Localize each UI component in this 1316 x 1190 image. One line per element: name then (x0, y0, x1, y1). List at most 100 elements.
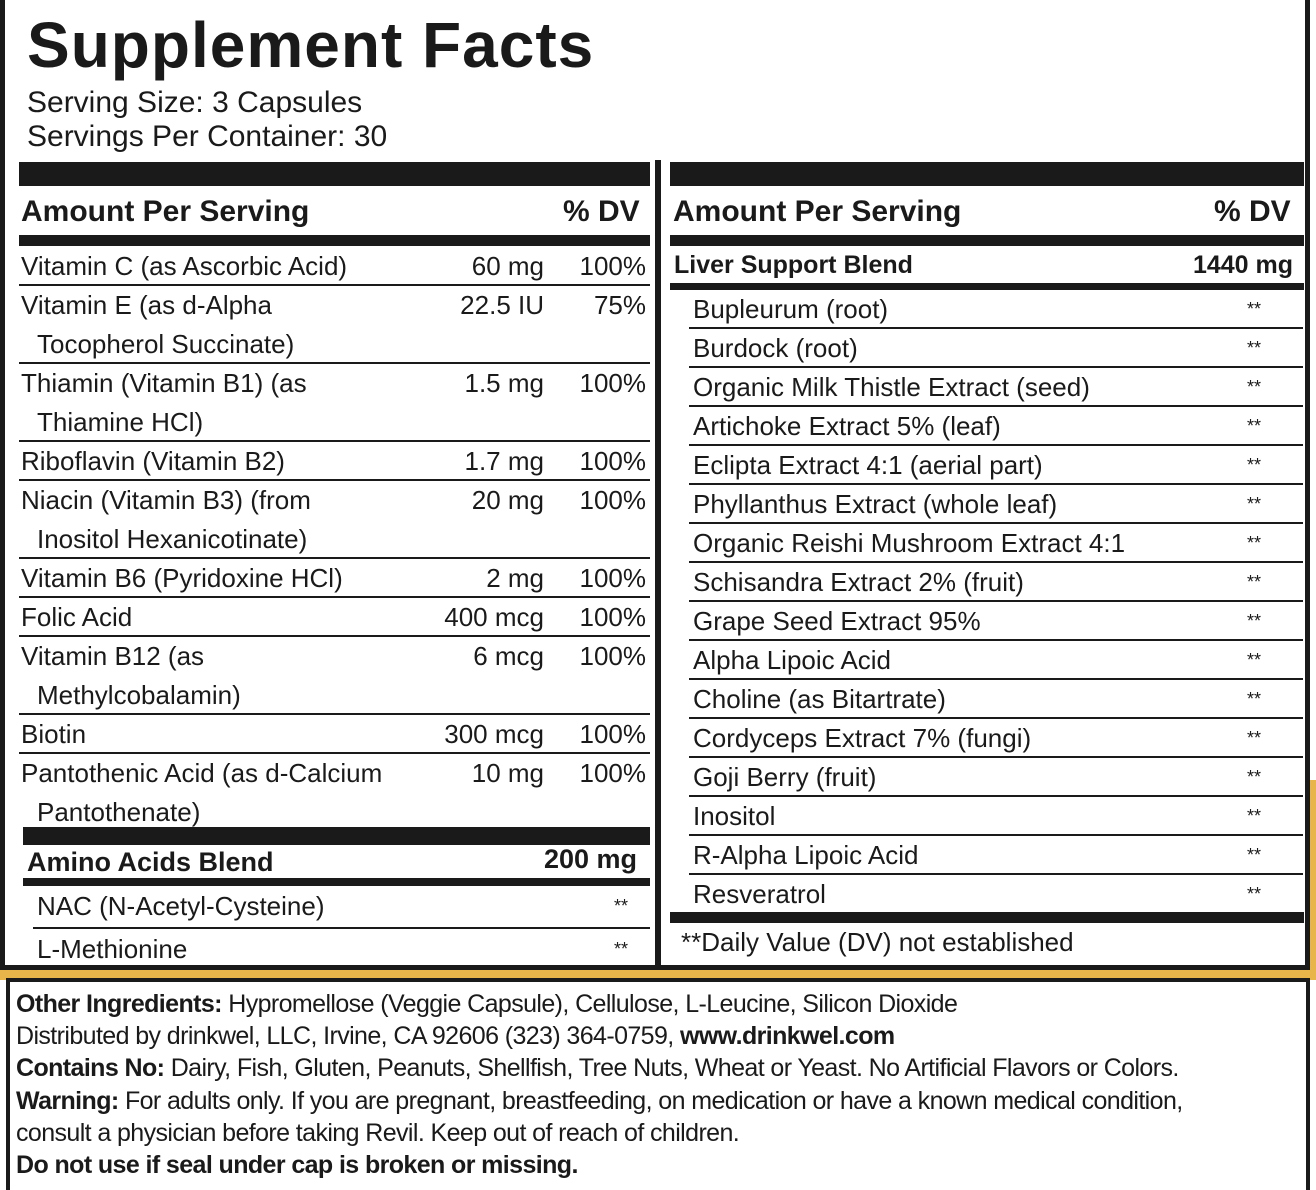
nutrient-name: Niacin (Vitamin B3) (from (21, 485, 311, 515)
divider-bar (23, 878, 650, 886)
ingredient-dv: ** (1246, 806, 1261, 826)
ingredient-name: Phyllanthus Extract (whole leaf) (693, 489, 1058, 519)
nutrient-amount: 10 mg (471, 758, 544, 788)
nutrient-name-cont: Thiamine HCl) (37, 407, 204, 437)
distributor: Distributed by drinkwel, LLC, Irvine, CA… (16, 1022, 895, 1051)
ingredient-dv: ** (1246, 299, 1261, 319)
vitamin-list: Vitamin C (as Ascorbic Acid) 60 mg 100% Vit… (19, 247, 650, 832)
liver-blend-list: Bupleurum (root) ** Burdock (root) ** Organi… (689, 290, 1303, 914)
blend-amount: 200 mg (543, 844, 637, 874)
ingredient-dv: ** (1246, 572, 1261, 592)
nutrient-dv: 100% (579, 485, 647, 515)
ingredient-row: Alpha Lipoic Acid ** (689, 641, 1303, 680)
ingredient-dv: ** (1246, 377, 1261, 397)
nutrient-row: Riboflavin (Vitamin B2) 1.7 mg 100% (19, 442, 650, 481)
ingredient-dv: ** (1246, 689, 1261, 709)
ingredient-dv: ** (1246, 338, 1261, 358)
allergen-warning: Contains No: Dairy, Fish, Gluten, Peanut… (16, 1054, 1183, 1147)
amount-header: Amount Per Serving (673, 195, 962, 228)
ingredient-row: R-Alpha Lipoic Acid ** (689, 836, 1303, 875)
divider-bar (670, 283, 1304, 290)
divider-bar (670, 912, 1304, 923)
ingredient-row: Organic Reishi Mushroom Extract 4:1 ** (689, 524, 1303, 563)
ingredient-name: Choline (as Bitartrate) (693, 684, 946, 714)
divider-bar (19, 162, 650, 186)
ingredient-name: R-Alpha Lipoic Acid (693, 840, 919, 870)
footnote: **Daily Value (DV) not established (681, 927, 1074, 957)
servings-per-container: Servings Per Container: 30 (27, 120, 388, 153)
ingredient-name: Goji Berry (fruit) (693, 762, 877, 792)
ingredient-name: Organic Reishi Mushroom Extract 4:1 (693, 528, 1126, 558)
ingredient-name: Organic Milk Thistle Extract (seed) (693, 372, 1090, 402)
ingredient-row: Goji Berry (fruit) ** (689, 758, 1303, 797)
ingredient-name: Resveratrol (693, 879, 826, 909)
ingredient-dv: ** (1246, 455, 1261, 475)
nutrient-row: Niacin (Vitamin B3) (from Inositol Hexani… (19, 481, 650, 559)
divider-bar (23, 827, 650, 845)
nutrient-amount: 2 mg (486, 563, 544, 593)
nutrient-row: Vitamin C (as Ascorbic Acid) 60 mg 100% (19, 247, 650, 286)
column-divider (655, 160, 661, 966)
ingredients-panel: Other Ingredients: Hypromellose (Veggie … (6, 978, 1310, 1190)
nutrient-amount: 300 mcg (444, 719, 544, 749)
nutrient-dv: 100% (579, 758, 647, 788)
other-ingredients: Other Ingredients: Hypromellose (Veggie … (16, 990, 958, 1018)
ingredient-name: Eclipta Extract 4:1 (aerial part) (693, 450, 1043, 480)
ingredient-name: L-Methionine (37, 934, 188, 964)
nutrient-name: Thiamin (Vitamin B1) (as (21, 368, 307, 398)
ingredient-row: Phyllanthus Extract (whole leaf) ** (689, 485, 1303, 524)
ingredient-row: Organic Milk Thistle Extract (seed) ** (689, 368, 1303, 407)
seal-warning: Do not use if seal under cap is broken o… (16, 1151, 578, 1180)
ingredient-dv: ** (1246, 611, 1261, 631)
nutrient-name: Folic Acid (21, 602, 133, 632)
nutrient-row: Pantothenic Acid (as d-Calcium Pantothena… (19, 754, 650, 832)
nutrient-amount: 1.7 mg (464, 446, 545, 476)
dv-header: % DV (563, 195, 640, 228)
nutrient-row: Biotin 300 mcg 100% (19, 715, 650, 754)
website-link[interactable]: www.drinkwel.com (679, 1022, 895, 1051)
ingredient-dv: ** (1246, 884, 1261, 904)
ingredient-name: Schisandra Extract 2% (fruit) (693, 567, 1024, 597)
ingredient-row: Cordyceps Extract 7% (fungi) ** (689, 719, 1303, 758)
nutrient-name-cont: Methylcobalamin) (37, 680, 241, 710)
nutrient-name-cont: Inositol Hexanicotinate) (37, 524, 308, 554)
nutrient-dv: 100% (579, 368, 647, 398)
blend-amount: 1440 mg (1192, 251, 1293, 279)
blend-name: Amino Acids Blend (27, 847, 274, 877)
nutrient-name: Vitamin B12 (as (21, 641, 205, 671)
ingredient-name: Grape Seed Extract 95% (693, 606, 981, 636)
nutrient-amount: 20 mg (471, 485, 544, 515)
ingredient-row: Schisandra Extract 2% (fruit) ** (689, 563, 1303, 602)
nutrient-amount: 1.5 mg (464, 368, 545, 398)
ingredient-name: Cordyceps Extract 7% (fungi) (693, 723, 1032, 753)
supplement-facts-panel: Supplement Facts Serving Size: 3 Capsule… (0, 0, 1310, 970)
nutrient-dv: 100% (579, 251, 647, 281)
nutrient-amount: 60 mg (471, 251, 544, 281)
ingredient-name: NAC (N-Acetyl-Cysteine) (37, 891, 325, 921)
serving-size: Serving Size: 3 Capsules (27, 86, 363, 119)
nutrient-row: Thiamin (Vitamin B1) (as Thiamine HCl) 1.5… (19, 364, 650, 442)
nutrient-dv: 100% (579, 641, 647, 671)
nutrient-name: Biotin (21, 719, 87, 749)
ingredient-dv: ** (613, 939, 628, 959)
ingredient-name: Inositol (693, 801, 776, 831)
nutrient-dv: 100% (579, 446, 647, 476)
nutrient-amount: 400 mcg (444, 602, 544, 632)
ingredient-name: Artichoke Extract 5% (leaf) (693, 411, 1001, 441)
nutrient-dv: 100% (579, 719, 647, 749)
ingredient-row: Eclipta Extract 4:1 (aerial part) ** (689, 446, 1303, 485)
ingredient-row: Artichoke Extract 5% (leaf) ** (689, 407, 1303, 446)
ingredient-dv: ** (1246, 728, 1261, 748)
title: Supplement Facts (27, 9, 595, 81)
divider-bar (670, 162, 1304, 186)
blend-name: Liver Support Blend (674, 251, 913, 279)
ingredient-row: Grape Seed Extract 95% ** (689, 602, 1303, 641)
divider-bar (19, 235, 650, 246)
nutrient-name: Riboflavin (Vitamin B2) (21, 446, 285, 476)
nutrient-row: Vitamin E (as d-Alpha Tocopherol Succinat… (19, 286, 650, 364)
ingredient-dv: ** (1246, 416, 1261, 436)
nutrient-amount: 6 mcg (473, 641, 544, 671)
nutrient-dv: 100% (579, 563, 647, 593)
ingredient-row: Burdock (root) ** (689, 329, 1303, 368)
nutrient-name: Vitamin B6 (Pyridoxine HCl) (21, 563, 343, 593)
